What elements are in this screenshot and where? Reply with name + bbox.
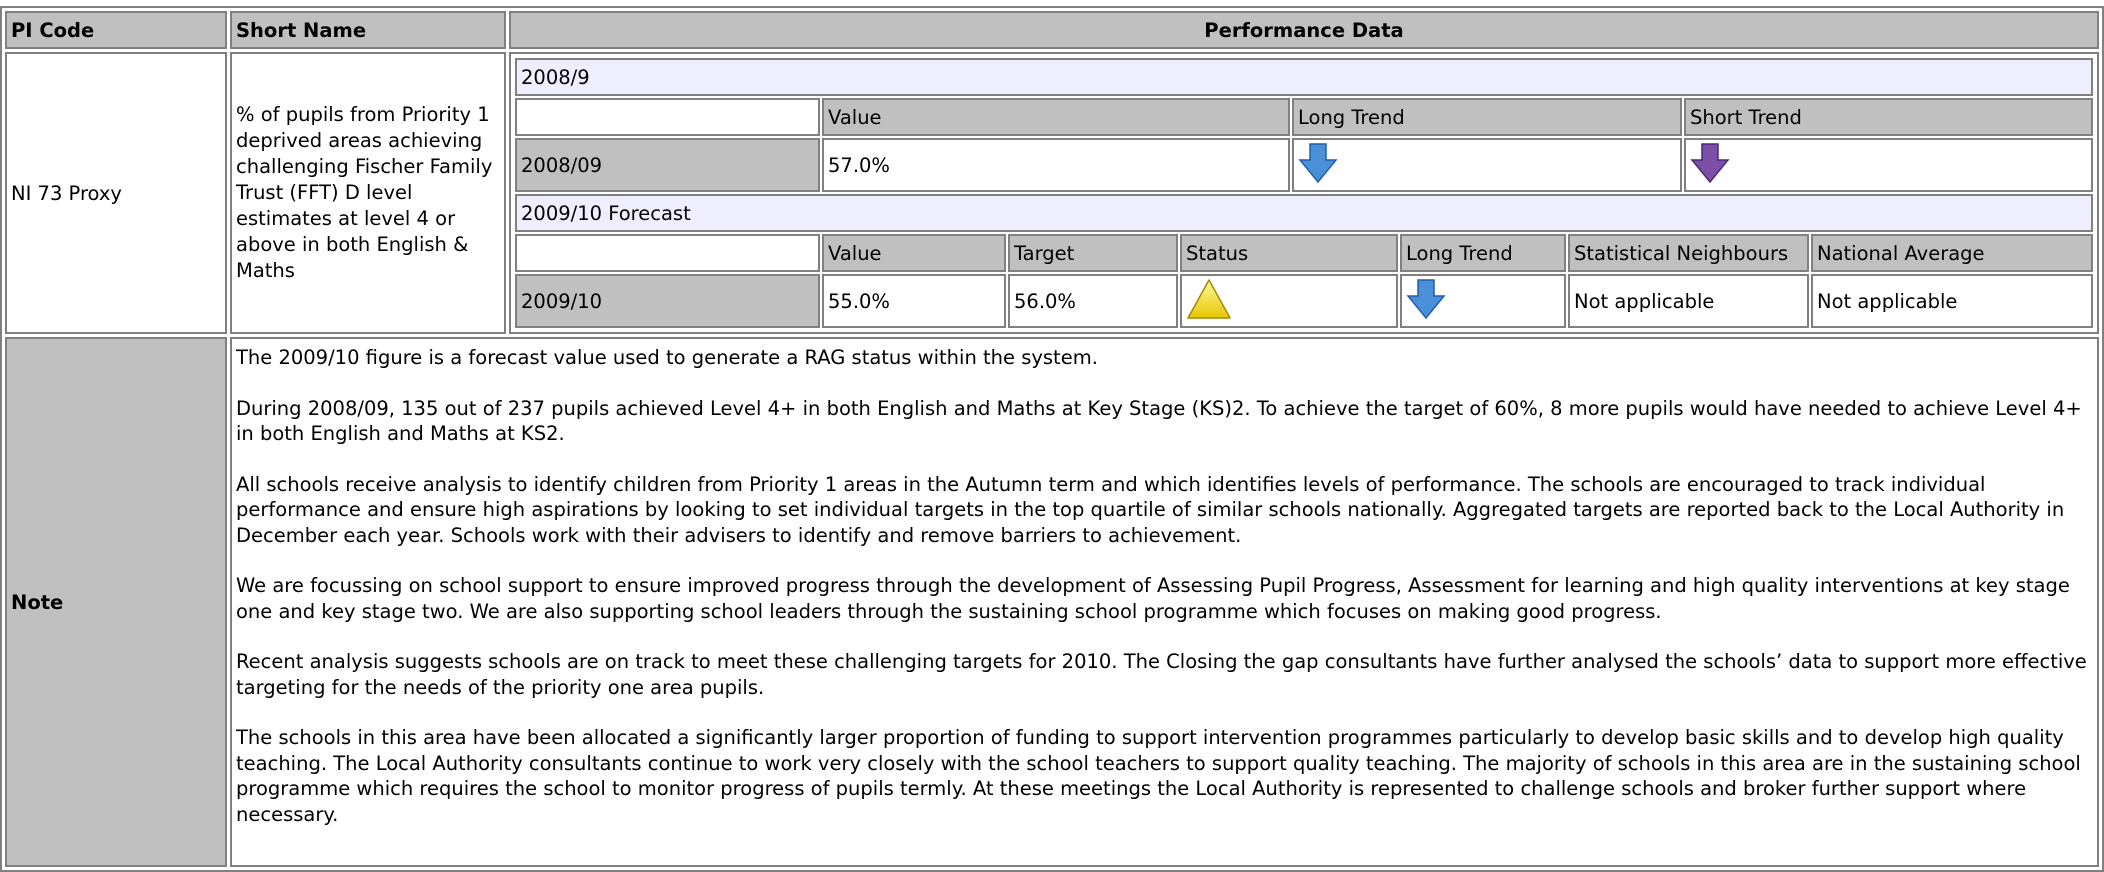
header-cell: Performance Data — [509, 11, 2099, 49]
column-header: Long Trend — [1292, 98, 1682, 136]
column-header: Status — [1180, 234, 1398, 272]
value: 57.0% — [822, 138, 1290, 192]
value: 55.0% — [822, 274, 1006, 328]
arrow-down-icon — [1690, 142, 1730, 183]
paragraph: We are focussing on school support to en… — [236, 574, 2070, 623]
blank — [515, 98, 820, 136]
column-header: Target — [1008, 234, 1178, 272]
period: 2009/10 Forecast — [515, 194, 2093, 232]
arrow-down-icon — [1298, 142, 1338, 183]
column-header: National Average — [1811, 234, 2093, 272]
short-trend — [1684, 138, 2093, 192]
statistical-neighbours: Not applicable — [1568, 274, 1809, 328]
column-header: Statistical Neighbours — [1568, 234, 1809, 272]
header-cell: Short Name — [230, 11, 506, 49]
performance-cell: 2008/9 Value Long Trend Short Trend 2008… — [509, 52, 2099, 334]
paragraph: During 2008/09, 135 out of 237 pupils ac… — [236, 396, 2082, 446]
paragraph: Recent analysis suggests schools are on … — [236, 650, 2087, 699]
blank — [515, 234, 820, 272]
long-trend — [1292, 138, 1682, 192]
status — [1180, 274, 1398, 328]
header-cell: PI Code — [5, 11, 227, 49]
note-label: Note — [5, 337, 227, 867]
national-average: Not applicable — [1811, 274, 2093, 328]
period: 2008/9 — [515, 58, 2093, 96]
year: 2008/09 — [515, 138, 820, 192]
actual-table: 2008/9 Value Long Trend Short Trend 2008… — [513, 56, 2095, 194]
long-trend — [1400, 274, 1566, 328]
paragraph: The schools in this area have been alloc… — [236, 726, 2081, 826]
paragraph: The 2009/10 figure is a forecast value u… — [236, 346, 1098, 369]
column-header: Short Trend — [1684, 98, 2093, 136]
column-header: Value — [822, 98, 1290, 136]
year: 2009/10 — [515, 274, 820, 328]
target: 56.0% — [1008, 274, 1178, 328]
column-header: Value — [822, 234, 1006, 272]
warning-triangle-icon — [1187, 278, 1231, 319]
arrow-down-icon — [1406, 278, 1446, 319]
note-text: The 2009/10 figure is a forecast value u… — [230, 337, 2099, 867]
short-name: % of pupils from Priority 1 deprived are… — [230, 52, 506, 334]
paragraph: All schools receive analysis to identify… — [236, 472, 2065, 547]
pi-code: NI 73 Proxy — [5, 52, 227, 334]
column-header: Long Trend — [1400, 234, 1566, 272]
report-table: PI Code Short Name Performance Data NI 7… — [0, 6, 2104, 872]
forecast-table: 2009/10 Forecast Value Target Status Lon… — [513, 192, 2095, 330]
